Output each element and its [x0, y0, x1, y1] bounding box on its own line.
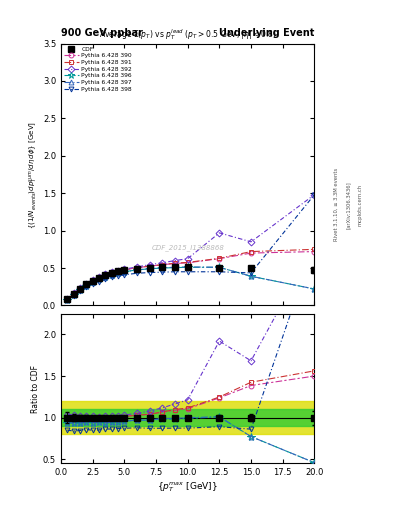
- Text: CDF_2015_I1388868: CDF_2015_I1388868: [151, 244, 224, 251]
- Bar: [61, 409, 314, 426]
- Text: 900 GeV ppbar: 900 GeV ppbar: [61, 28, 143, 38]
- Y-axis label: $\{(1/N_{events}) dp_T^{sum}/d\eta\,d\phi\}$ [GeV]: $\{(1/N_{events}) dp_T^{sum}/d\eta\,d\ph…: [28, 120, 40, 228]
- Title: Average $\Sigma(p_T)$ vs $p_T^{lead}$ ($p_T > 0.5$ GeV, $|\eta| < 0.8$): Average $\Sigma(p_T)$ vs $p_T^{lead}$ ($…: [99, 28, 276, 42]
- X-axis label: $\{p_T^{max}$ [GeV]$\}$: $\{p_T^{max}$ [GeV]$\}$: [157, 480, 218, 494]
- Y-axis label: Ratio to CDF: Ratio to CDF: [31, 365, 40, 413]
- Text: [arXiv:1306.3436]: [arXiv:1306.3436]: [346, 181, 351, 229]
- Bar: [61, 401, 314, 434]
- Text: Rivet 3.1.10, ≥ 3.3M events: Rivet 3.1.10, ≥ 3.3M events: [334, 168, 339, 242]
- Text: Underlying Event: Underlying Event: [219, 28, 314, 38]
- Legend: CDF, Pythia 6.428 390, Pythia 6.428 391, Pythia 6.428 392, Pythia 6.428 396, Pyt: CDF, Pythia 6.428 390, Pythia 6.428 391,…: [63, 45, 133, 93]
- Text: mcplots.cern.ch: mcplots.cern.ch: [358, 184, 363, 226]
